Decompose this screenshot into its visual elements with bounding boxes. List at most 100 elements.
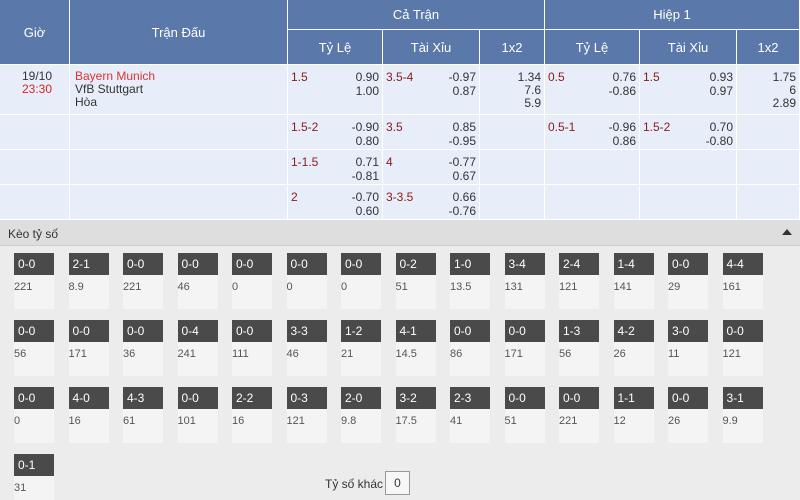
score-odds[interactable]: 41 [450, 415, 463, 427]
score-odds[interactable]: 16 [68, 415, 81, 427]
score-label: 3-4 [504, 253, 545, 275]
score-odds[interactable]: 121 [559, 281, 578, 293]
odds-value[interactable]: 0.76 [612, 70, 636, 84]
score-odds[interactable]: 14.5 [395, 348, 417, 360]
score-odds[interactable]: 16 [232, 415, 245, 427]
score-label: 1-2 [341, 320, 381, 342]
score-odds[interactable]: 171 [68, 348, 87, 360]
odds-value[interactable]: 0.93 [709, 70, 733, 84]
odds-value[interactable]: -0.97 [448, 70, 476, 84]
header-column: Tỷ Lệ [288, 30, 383, 65]
score-odds[interactable]: 17.5 [395, 415, 417, 427]
odds-value[interactable]: 0.70 [709, 120, 733, 134]
score-odds[interactable]: 26 [613, 348, 626, 360]
odds-value[interactable]: 0.90 [355, 70, 379, 84]
score-odds[interactable]: 36 [123, 348, 136, 360]
odds-value[interactable]: -0.90 [351, 120, 379, 134]
score-odds[interactable]: 221 [559, 415, 578, 427]
odds-value[interactable]: -0.86 [608, 84, 636, 98]
score-odds[interactable]: 11 [668, 348, 680, 360]
score-odds[interactable]: 9.9 [722, 415, 738, 427]
score-odds[interactable]: 111 [232, 348, 249, 360]
score-label: 3-1 [722, 387, 763, 409]
score-odds[interactable]: 0 [341, 281, 348, 293]
score-label: 0-0 [668, 253, 708, 275]
score-odds[interactable]: 46 [177, 281, 190, 293]
score-odds[interactable]: 171 [504, 348, 523, 360]
score-odds[interactable]: 9.8 [341, 415, 357, 427]
score-odds[interactable]: 12 [613, 415, 626, 427]
odds-cell [545, 65, 640, 115]
score-odds[interactable]: 51 [504, 415, 517, 427]
handicap-line: 1.5 [291, 70, 308, 84]
odds-value[interactable]: -0.70 [351, 190, 379, 204]
handicap-line: 2 [291, 190, 298, 204]
score-odds[interactable]: 101 [177, 415, 196, 427]
odds-1x2[interactable]: 5.9 [524, 96, 541, 110]
score-odds[interactable]: 0 [286, 281, 293, 293]
odds-value[interactable]: 0.80 [355, 134, 379, 148]
score-odds[interactable]: 8.9 [68, 281, 84, 293]
odds-cell [640, 185, 737, 220]
odds-cell [737, 65, 800, 115]
other-label: Tỷ số khác [325, 477, 384, 491]
odds-value[interactable]: -0.80 [705, 134, 733, 148]
score-label: 3-2 [395, 387, 436, 409]
score-odds[interactable]: 26 [668, 415, 681, 427]
odds-value[interactable]: -0.95 [448, 134, 476, 148]
score-odds[interactable]: 161 [722, 281, 741, 293]
odds-value[interactable]: -0.96 [608, 120, 636, 134]
away-team[interactable]: VfB Stuttgart [75, 82, 144, 96]
header-full: Cả Trận [288, 0, 545, 30]
odds-value[interactable]: 0.60 [355, 204, 379, 218]
score-odds[interactable]: 13.5 [450, 281, 472, 293]
score-odds[interactable]: 121 [286, 415, 305, 427]
score-odds[interactable]: 221 [14, 281, 33, 293]
score-odds[interactable]: 131 [504, 281, 523, 293]
odds-value[interactable]: 0.85 [452, 120, 476, 134]
score-odds[interactable]: 141 [613, 281, 632, 293]
time-cell [0, 185, 70, 220]
score-label: 1-4 [613, 253, 654, 275]
odds-cell [545, 150, 640, 185]
score-odds[interactable]: 29 [668, 281, 681, 293]
odds-value[interactable]: 1.00 [355, 84, 379, 98]
odds-value[interactable]: 0.87 [452, 84, 476, 98]
score-label: 4-1 [395, 320, 436, 342]
odds-cell [288, 185, 383, 220]
score-odds[interactable]: 61 [123, 415, 136, 427]
odds-value[interactable]: 0.71 [355, 155, 379, 169]
score-odds[interactable]: 241 [177, 348, 196, 360]
odds-value[interactable]: -0.81 [351, 169, 379, 183]
score-odds[interactable]: 31 [14, 482, 27, 494]
score-odds[interactable]: 0 [14, 415, 21, 427]
home-team[interactable]: Bayern Munich [75, 69, 156, 83]
score-odds[interactable]: 0 [232, 281, 239, 293]
odds-value[interactable]: -0.76 [448, 204, 476, 218]
score-odds[interactable]: 221 [123, 281, 142, 293]
score-odds[interactable]: 51 [395, 281, 408, 293]
handicap-line: 1.5 [643, 70, 660, 84]
odds-1x2[interactable]: 7.6 [524, 83, 541, 97]
score-odds[interactable]: 46 [286, 348, 299, 360]
odds-value[interactable]: 0.97 [709, 84, 733, 98]
match-date: 19/10 [22, 69, 53, 83]
odds-1x2[interactable]: 6 [789, 83, 796, 97]
odds-value[interactable]: -0.77 [448, 155, 476, 169]
score-odds[interactable]: 21 [341, 348, 354, 360]
odds-value[interactable]: 0.67 [452, 169, 476, 183]
score-odds[interactable]: 56 [14, 348, 27, 360]
score-odds[interactable]: 86 [450, 348, 463, 360]
score-odds[interactable]: 56 [559, 348, 572, 360]
odds-value[interactable]: 0.66 [452, 190, 476, 204]
score-odds[interactable]: 121 [722, 348, 741, 360]
odds-value[interactable]: 0.86 [612, 134, 636, 148]
other-value[interactable]: 0 [385, 471, 410, 495]
odds-1x2[interactable]: 2.89 [772, 96, 796, 110]
odds-1x2[interactable]: 1.34 [517, 70, 541, 84]
collapse-arrow[interactable] [782, 229, 792, 235]
header-column: Tài Xỉu [640, 30, 737, 65]
time-cell [0, 65, 70, 115]
odds-1x2[interactable]: 1.75 [772, 70, 796, 84]
score-label: 1-1 [613, 387, 654, 409]
